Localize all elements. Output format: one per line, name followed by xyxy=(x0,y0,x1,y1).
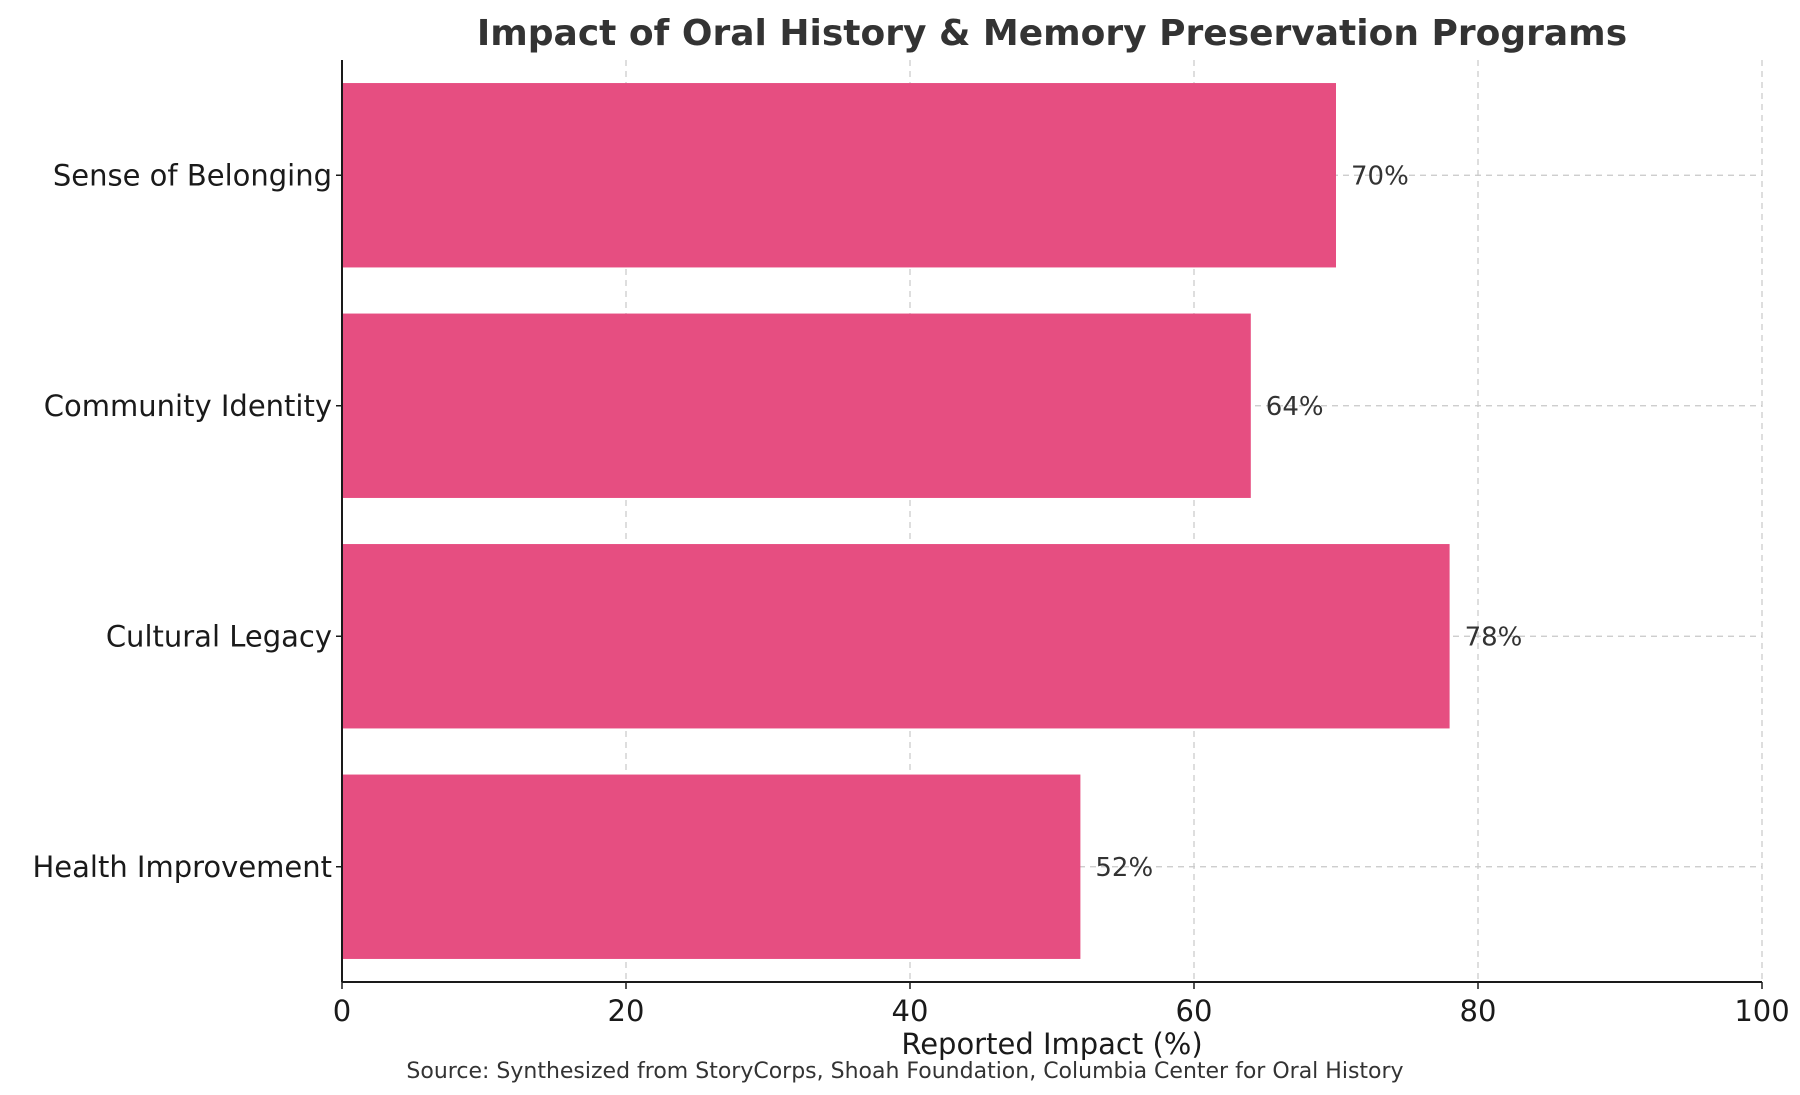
source-note: Source: Synthesized from StoryCorps, Sho… xyxy=(406,1059,1403,1084)
axes xyxy=(336,60,1763,989)
bar-cultural-legacy xyxy=(342,544,1450,729)
category-label-1: Community Identity xyxy=(44,389,332,423)
value-label-0: 70% xyxy=(1351,161,1409,191)
bar-sense-of-belonging xyxy=(342,83,1336,268)
chart-title: Impact of Oral History & Memory Preserva… xyxy=(477,13,1627,54)
bars xyxy=(342,83,1450,959)
value-label-3: 52% xyxy=(1095,853,1153,883)
x-tick-label-0: 0 xyxy=(333,994,351,1028)
x-tick-label-60: 60 xyxy=(1176,994,1213,1028)
bar-community-identity xyxy=(342,313,1251,498)
category-label-3: Health Improvement xyxy=(32,850,332,884)
value-label-1: 64% xyxy=(1266,392,1324,422)
category-label-0: Sense of Belonging xyxy=(53,158,332,192)
category-label-2: Cultural Legacy xyxy=(106,619,332,653)
x-tick-label-20: 20 xyxy=(608,994,645,1028)
labels: 70% Sense of Belonging 64% Community Identi… xyxy=(32,158,1789,1028)
value-label-2: 78% xyxy=(1465,622,1523,652)
x-axis-title: Reported Impact (%) xyxy=(901,1027,1202,1061)
x-tick-label-100: 100 xyxy=(1734,994,1789,1028)
x-tick-label-80: 80 xyxy=(1460,994,1497,1028)
bar-health-improvement xyxy=(342,774,1081,959)
x-tick-label-40: 40 xyxy=(892,994,929,1028)
